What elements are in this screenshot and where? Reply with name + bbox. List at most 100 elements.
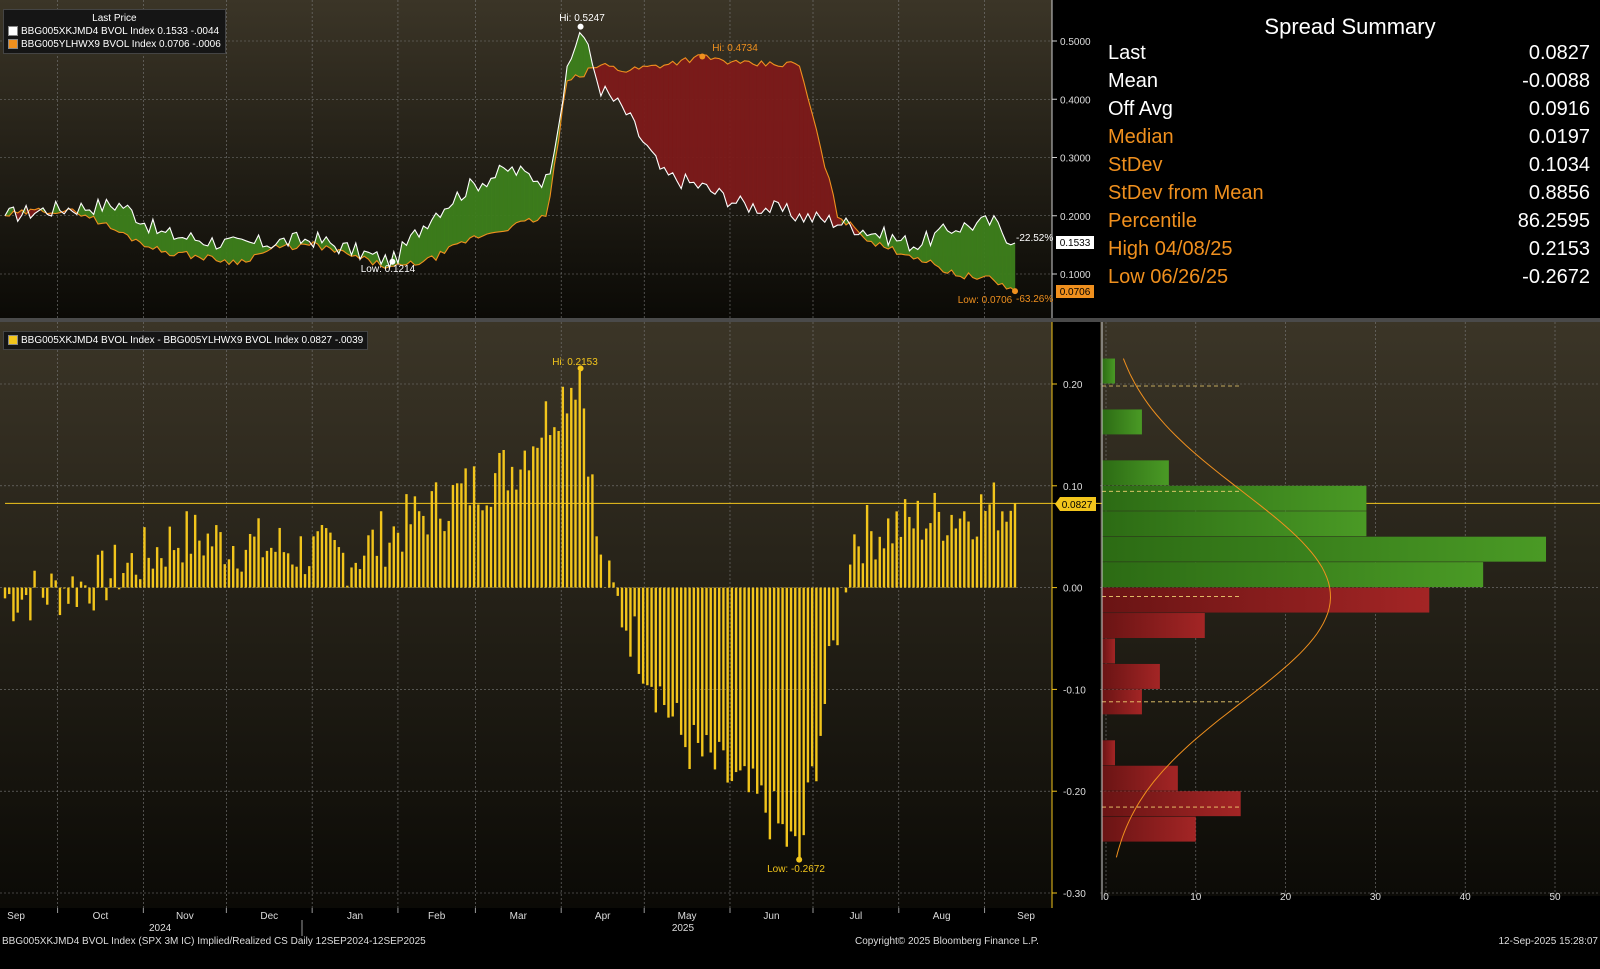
spread-bar bbox=[291, 564, 294, 588]
summary-row-value: 0.1034 bbox=[1528, 154, 1590, 176]
spread-fill-segment bbox=[744, 60, 749, 213]
spread-bar bbox=[916, 500, 920, 588]
spread-bar bbox=[316, 531, 319, 588]
spread-bar bbox=[16, 587, 19, 613]
spread-fill-segment bbox=[803, 81, 809, 223]
spread-bar bbox=[582, 408, 586, 588]
top-annotations: Hi: 0.5247 Hi: 0.4734 Low: 0.1214 Low: 0… bbox=[361, 13, 1094, 306]
spread-fill-segment bbox=[178, 237, 183, 253]
spread-bar bbox=[971, 539, 974, 588]
spread-bar bbox=[658, 587, 662, 687]
spread-bar bbox=[519, 469, 522, 588]
summary-row-value: -0.2672 bbox=[1522, 266, 1590, 288]
spread-fill-segment bbox=[752, 63, 758, 214]
spread-bar bbox=[941, 540, 945, 588]
spread-fill-segment bbox=[182, 237, 187, 253]
bottom-y-tick-label: 0.10 bbox=[1063, 482, 1083, 493]
spread-bar bbox=[684, 587, 687, 748]
summary-row-label: StDev from Mean bbox=[1108, 182, 1264, 204]
spread-bar bbox=[540, 437, 543, 588]
spread-fill-segment bbox=[693, 54, 699, 189]
spread-bar bbox=[548, 435, 552, 588]
spread-bar bbox=[853, 534, 856, 588]
xaxis-bg bbox=[0, 908, 1100, 936]
spread-bar bbox=[979, 494, 983, 588]
bottom-legend[interactable]: BBG005XKJMD4 BVOL Index - BBG005YLHWX9 B… bbox=[3, 331, 369, 350]
spread-bar bbox=[312, 536, 315, 588]
spread-fill-segment bbox=[782, 61, 787, 212]
spread-fill-segment bbox=[579, 32, 585, 78]
spread-fill-segment bbox=[942, 223, 948, 274]
spread-fill-segment bbox=[659, 64, 665, 170]
footer: BBG005XKJMD4 BVOL Index (SPX 3M IC) Impl… bbox=[0, 936, 1600, 969]
spread-bar bbox=[295, 566, 298, 588]
spread-fill-segment bbox=[718, 58, 724, 194]
spread-bar bbox=[1001, 511, 1004, 588]
histogram-bar bbox=[1102, 663, 1160, 689]
spread-bar bbox=[320, 525, 324, 588]
top-legend[interactable]: Last Price BBG005XKJMD4 BVOL Index 0.153… bbox=[3, 9, 226, 54]
spread-fill-segment bbox=[524, 170, 530, 222]
spread-bar bbox=[646, 587, 649, 686]
spread-bar bbox=[984, 511, 987, 588]
spread-bar bbox=[270, 547, 273, 588]
panel-divider[interactable] bbox=[0, 318, 1600, 322]
spread-fill-segment bbox=[976, 216, 982, 280]
summary-row: High 04/08/25 0.2153 bbox=[1108, 238, 1590, 266]
summary-row: Percentile 86.2595 bbox=[1108, 210, 1590, 238]
spread-bar bbox=[789, 587, 793, 832]
spread-bar bbox=[920, 539, 924, 588]
spread-bar bbox=[333, 540, 336, 588]
spread-bar bbox=[637, 587, 641, 674]
spread-bar bbox=[223, 564, 226, 588]
spread-bar bbox=[286, 553, 290, 588]
spread-bar bbox=[954, 528, 958, 588]
bottom-legend-item[interactable]: BBG005XKJMD4 BVOL Index - BBG005YLHWX9 B… bbox=[8, 334, 363, 347]
bottom-y-axis: 0.20 0.10 0.00 -0.10 -0.20 -0.30 bbox=[1051, 322, 1086, 908]
spread-bar bbox=[827, 587, 831, 647]
series-orange-line bbox=[4, 54, 1016, 292]
spread-bar bbox=[172, 550, 176, 588]
spread-fill-segment bbox=[461, 196, 466, 244]
spread-fill-segment bbox=[613, 65, 618, 102]
s2-low-label: Low: 0.0706 bbox=[958, 295, 1013, 306]
spread-fill-segment bbox=[807, 97, 813, 223]
spread-bar bbox=[341, 552, 345, 588]
top-legend-item-2[interactable]: BBG005YLHWX9 BVOL Index 0.0706 -.0006 bbox=[8, 38, 221, 51]
spread-bar bbox=[151, 568, 155, 588]
spread-fill-segment bbox=[448, 203, 454, 248]
spread-bar bbox=[109, 578, 112, 588]
spread-bar bbox=[870, 531, 873, 588]
bottom-axis-bg bbox=[1052, 322, 1100, 908]
spread-bar bbox=[130, 553, 133, 588]
top-y-tick-label: 0.3000 bbox=[1060, 154, 1091, 165]
spread-fill-segment bbox=[727, 61, 733, 208]
spread-bar bbox=[641, 587, 645, 684]
spread-fill-segment bbox=[947, 230, 952, 274]
top-y-axis: 0.5000 0.4000 0.3000 0.2000 0.1000 bbox=[1051, 0, 1091, 318]
spread-bar bbox=[105, 587, 108, 601]
summary-row: StDev 0.1034 bbox=[1108, 154, 1590, 182]
spread-bar bbox=[417, 511, 421, 588]
spread-bar bbox=[595, 536, 598, 588]
spread-bar bbox=[946, 535, 949, 588]
spread-fill-segment bbox=[757, 60, 762, 214]
spread-bar bbox=[460, 483, 463, 588]
spread-bar bbox=[67, 587, 70, 604]
spread-bar bbox=[350, 567, 353, 588]
spread-bar bbox=[392, 526, 395, 588]
top-legend-title: Last Price bbox=[92, 13, 137, 24]
spread-fill-segment bbox=[735, 59, 741, 205]
spread-bar bbox=[874, 559, 877, 588]
spread-bar bbox=[168, 526, 172, 588]
spread-bar bbox=[253, 536, 256, 588]
spread-bar bbox=[608, 560, 611, 588]
x-month-label: May bbox=[678, 911, 697, 922]
top-legend-item-1[interactable]: BBG005XKJMD4 BVOL Index 0.1533 -.0044 bbox=[8, 25, 221, 38]
spread-bar bbox=[160, 558, 163, 588]
spread-fill-segment bbox=[642, 65, 648, 146]
spread-fill-segment bbox=[714, 57, 720, 195]
spread-fill-segment bbox=[773, 64, 779, 203]
spread-fill-segment bbox=[689, 57, 695, 183]
spread-bar bbox=[113, 544, 117, 588]
